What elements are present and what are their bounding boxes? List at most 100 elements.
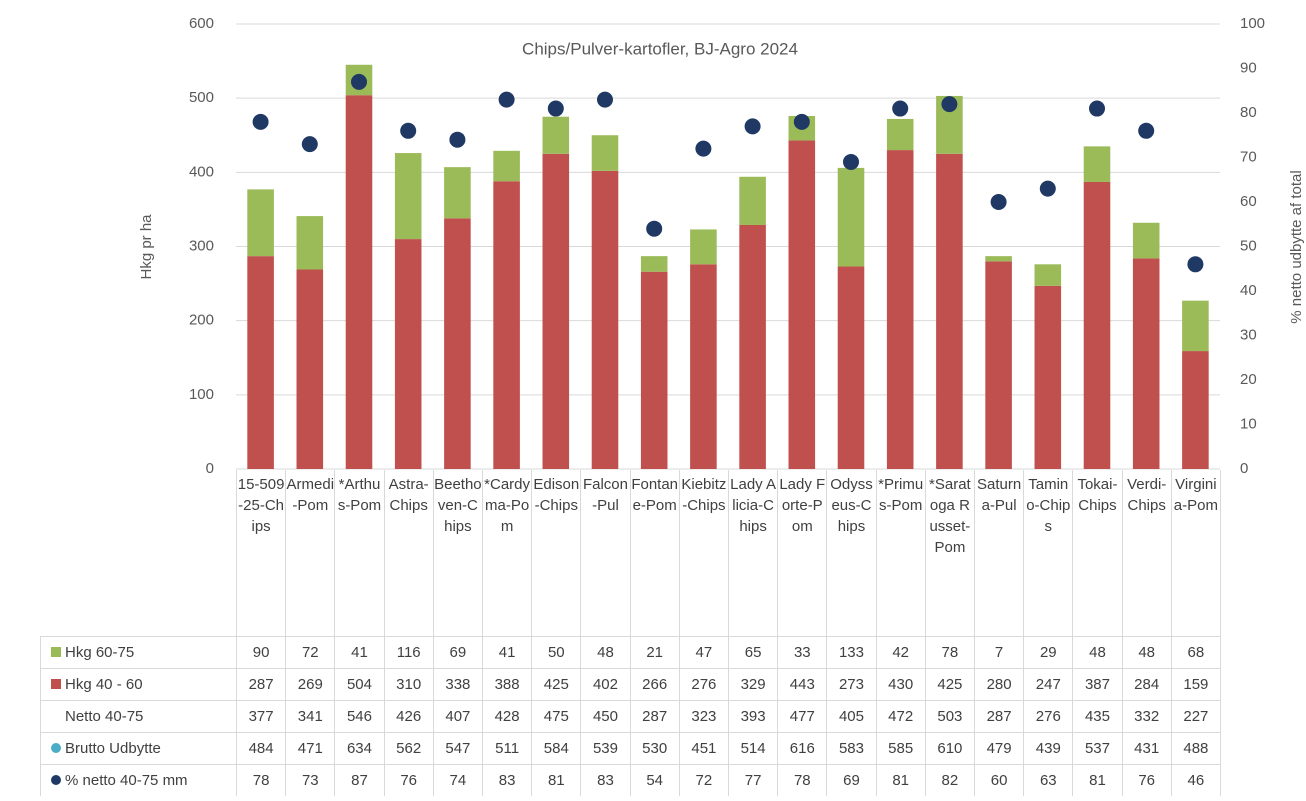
table-value: 284 — [1121, 668, 1171, 700]
bar-segment — [296, 269, 324, 469]
bar-segment — [1083, 146, 1111, 182]
table-value: 585 — [875, 732, 925, 764]
bar-segment — [542, 153, 570, 469]
y2-axis-title: % netto udbytte af total — [1288, 170, 1305, 323]
bar-segment — [985, 261, 1012, 469]
bar-segment — [493, 181, 520, 469]
bar-segment — [591, 170, 619, 469]
table-value: 430 — [875, 668, 925, 700]
table-row-label: Netto 40-75 — [40, 700, 236, 732]
table-value: 402 — [580, 668, 630, 700]
bar-segment — [542, 116, 570, 154]
table-value: 479 — [974, 732, 1024, 764]
table-value: 83 — [580, 764, 630, 796]
table-value: 41 — [334, 636, 384, 668]
bar-segment — [739, 176, 766, 225]
y2-tick-label: 60 — [1240, 193, 1257, 210]
y2-tick-label: 100 — [1240, 15, 1265, 32]
table-value: 273 — [826, 668, 876, 700]
table-value: 247 — [1023, 668, 1073, 700]
bar-segment — [1182, 300, 1209, 352]
table-value: 72 — [285, 636, 335, 668]
y2-tick-label: 30 — [1240, 326, 1257, 343]
category-label: Astra-Chips — [383, 470, 433, 636]
bar-segment — [444, 167, 471, 219]
legend-key — [51, 775, 61, 785]
y2-tick-label: 0 — [1240, 460, 1248, 477]
y2-tick-label: 40 — [1240, 282, 1257, 299]
dot — [1138, 122, 1155, 139]
table-edge — [1220, 668, 1221, 700]
table-value: 287 — [629, 700, 679, 732]
table-value: 546 — [334, 700, 384, 732]
bar-segment — [837, 266, 865, 469]
table-value: 48 — [1072, 636, 1122, 668]
table-value: 530 — [629, 732, 679, 764]
bar-segment — [296, 216, 324, 270]
bar-segment — [690, 264, 717, 469]
dot — [547, 100, 564, 117]
bar-segment — [690, 229, 717, 265]
legend-key — [51, 647, 61, 657]
table-value: 69 — [826, 764, 876, 796]
table-value: 471 — [285, 732, 335, 764]
table-row-label: Brutto Udbytte — [40, 732, 236, 764]
bar-segment — [788, 140, 816, 470]
table-value: 78 — [924, 636, 974, 668]
table-value: 443 — [777, 668, 827, 700]
table-value: 537 — [1072, 732, 1122, 764]
table-value: 76 — [1121, 764, 1171, 796]
dot — [449, 131, 466, 148]
table-value: 276 — [1023, 700, 1073, 732]
y2-tick-label: 70 — [1240, 148, 1257, 165]
table-value: 338 — [432, 668, 482, 700]
y2-tick-label: 80 — [1240, 104, 1257, 121]
table-value: 428 — [482, 700, 532, 732]
bar-segment — [837, 167, 865, 267]
bar-segment — [936, 153, 963, 469]
table-edge — [1220, 732, 1221, 764]
table-value: 388 — [482, 668, 532, 700]
table-value: 227 — [1170, 700, 1220, 732]
bar-segment — [394, 153, 422, 240]
dot — [351, 73, 367, 90]
table-value: 81 — [1072, 764, 1122, 796]
table-value: 387 — [1072, 668, 1122, 700]
table-value: 547 — [432, 732, 482, 764]
table-value: 488 — [1170, 732, 1220, 764]
bar-segment — [886, 118, 914, 151]
bar-segment — [591, 135, 619, 171]
table-value: 583 — [826, 732, 876, 764]
table-value: 451 — [678, 732, 728, 764]
table-value: 29 — [1023, 636, 1073, 668]
legend-key — [51, 743, 61, 753]
table-value: 439 — [1023, 732, 1073, 764]
table-value: 33 — [777, 636, 827, 668]
y-axis-title: Hkg pr ha — [138, 214, 155, 280]
bar-segment — [1034, 264, 1062, 286]
table-value: 610 — [924, 732, 974, 764]
table-value: 65 — [728, 636, 778, 668]
y2-tick-label: 50 — [1240, 237, 1257, 254]
category-label: *Cardyma-Pom — [482, 470, 531, 636]
table-value: 323 — [678, 700, 728, 732]
category-label: Falcon-Pul — [580, 470, 629, 636]
bar-segment — [886, 150, 914, 470]
table-value: 54 — [629, 764, 679, 796]
bar-segment — [1182, 351, 1209, 469]
table-value: 514 — [728, 732, 778, 764]
table-value: 74 — [432, 764, 482, 796]
table-value: 329 — [728, 668, 778, 700]
category-label: Lady Alicia-Chips — [728, 470, 777, 636]
dot — [1187, 256, 1204, 273]
table-value: 133 — [826, 636, 876, 668]
legend-label: % netto 40-75 mm — [65, 772, 188, 789]
category-label: *Saratoga Russet-Pom — [924, 470, 974, 636]
bar-segment — [640, 271, 668, 469]
table-value: 634 — [334, 732, 384, 764]
dot — [597, 91, 613, 108]
dot — [252, 113, 269, 130]
dot — [990, 194, 1007, 210]
table-edge — [1220, 470, 1221, 636]
